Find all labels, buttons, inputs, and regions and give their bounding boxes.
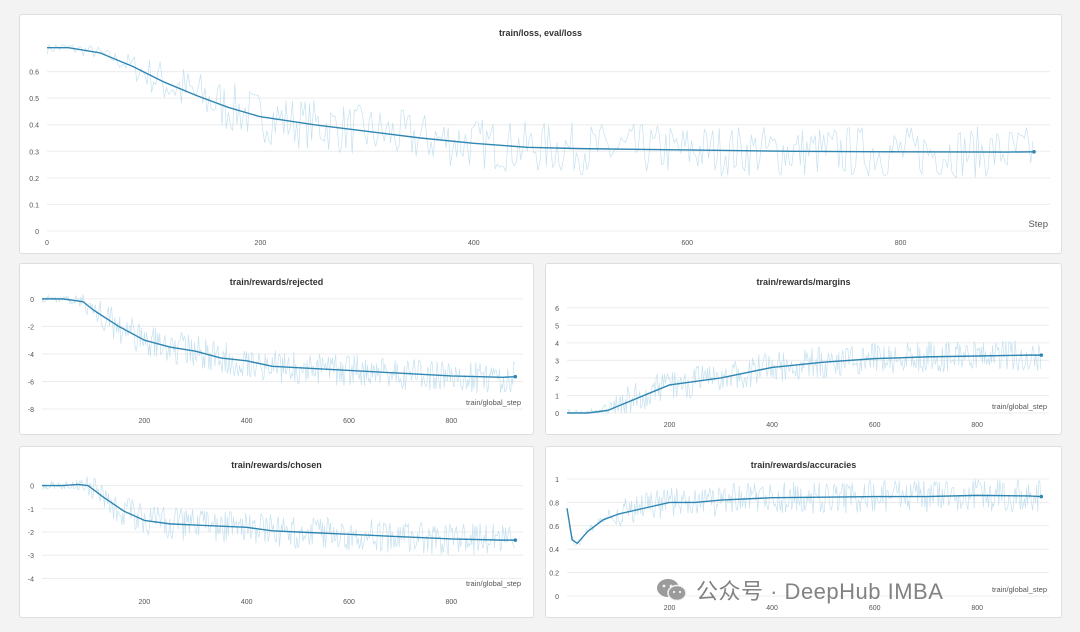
y-tick-label: -4	[28, 352, 34, 359]
y-tick-label: 0.5	[29, 96, 39, 103]
chart-panel-chosen: train/rewards/chosen -4 -3 -2 -1 0 200 400 600 8…	[19, 446, 534, 618]
chart-plot-accuracies: 0 0.2 0.4 0.6 0.8 1 200 400 600 800 train/global_s…	[549, 477, 1049, 612]
chart-panel-loss: train/loss, eval/loss 0 0.1 0.2 0.3 0.4 0.5 0.…	[19, 14, 1062, 254]
y-tick-label: 5	[555, 323, 559, 330]
chart-panel-accuracies: train/rewards/accuracies 0 0.2 0.4 0.6 0.8 1 2…	[545, 446, 1062, 618]
raw-series-line	[566, 479, 1042, 546]
x-tick-label: 600	[869, 422, 881, 429]
x-tick-label: 400	[241, 418, 253, 425]
y-tick-label: -4	[28, 576, 34, 583]
chart-plot-rejected: -8 -6 -4 -2 0 200 400 600 800 train/global_step	[28, 293, 523, 425]
chart-plot-chosen: -4 -3 -2 -1 0 200 400 600 800 train/global_step	[28, 476, 523, 606]
x-tick-label: 800	[446, 418, 458, 425]
y-tick-label: -8	[28, 407, 34, 414]
raw-series-line	[41, 476, 516, 556]
series-line	[42, 483, 516, 541]
y-tick-label: 6	[555, 306, 559, 313]
series-line	[42, 298, 516, 379]
x-tick-label: 800	[971, 422, 983, 429]
series-line	[566, 494, 1042, 545]
x-tick-label: 0	[45, 240, 49, 247]
chart-title: train/rewards/rejected	[229, 277, 324, 287]
chart-title: train/rewards/margins	[756, 277, 851, 287]
y-tick-label: 0.4	[29, 123, 39, 130]
y-tick-label: -2	[28, 324, 34, 331]
series-end-point	[1032, 150, 1036, 154]
chart-plot-loss: 0 0.1 0.2 0.3 0.4 0.5 0.6 0 200 400 600 800 Step	[29, 43, 1050, 247]
raw-series-line	[41, 293, 516, 393]
y-tick-label: 0.1	[29, 202, 39, 209]
x-tick-label: 600	[681, 240, 693, 247]
series-line	[47, 46, 1034, 153]
chart-panel-rejected: train/rewards/rejected -8 -6 -4 -2 0 200 400 60…	[19, 263, 534, 435]
y-tick-label: -1	[28, 507, 34, 514]
x-tick-label: 200	[664, 605, 676, 612]
y-tick-label: -3	[28, 553, 34, 560]
chart-title: train/rewards/accuracies	[750, 460, 857, 470]
x-axis-label: train/global_step	[992, 402, 1047, 411]
series-end-point	[513, 374, 518, 379]
y-tick-label: 0.4	[549, 547, 559, 554]
y-tick-label: 3	[555, 358, 559, 365]
watermark-text: 公众号 · DeepHub IMBA	[696, 579, 944, 604]
chart-panel-margins: train/rewards/margins 0 1 2 3 4 5 6 200 400 600 80…	[545, 263, 1062, 435]
y-tick-label: 0.2	[29, 176, 39, 183]
x-tick-label: 600	[343, 599, 355, 606]
series-end-point	[513, 538, 518, 542]
raw-series-line	[46, 43, 1034, 179]
y-tick-label: 2	[555, 376, 559, 383]
wechat-icon	[656, 577, 688, 603]
x-axis-label: Step	[1028, 219, 1048, 230]
x-tick-label: 400	[766, 422, 778, 429]
raw-series-line	[567, 340, 1042, 415]
y-tick-label: 1	[555, 393, 559, 400]
x-tick-label: 400	[468, 240, 480, 247]
x-axis-label: train/global_step	[992, 585, 1047, 594]
x-tick-label: 200	[138, 599, 150, 606]
x-tick-label: 800	[971, 605, 983, 612]
series-line	[567, 354, 1042, 414]
x-tick-label: 600	[343, 418, 355, 425]
chart-title: train/rewards/chosen	[231, 460, 322, 470]
y-tick-label: 0.2	[549, 571, 559, 578]
y-tick-label: 0.8	[549, 500, 559, 507]
x-tick-label: 800	[895, 240, 907, 247]
y-tick-label: 0	[555, 411, 559, 418]
y-tick-label: 0.6	[549, 524, 559, 531]
x-tick-label: 800	[446, 599, 458, 606]
y-tick-label: 0	[30, 297, 34, 304]
chart-title: train/loss, eval/loss	[498, 28, 583, 38]
x-tick-label: 200	[255, 240, 267, 247]
x-axis-label: train/global_step	[466, 398, 521, 407]
y-tick-label: 0	[35, 229, 39, 236]
x-tick-label: 400	[241, 599, 253, 606]
y-tick-label: 4	[555, 341, 559, 348]
y-tick-label: 0.6	[29, 70, 39, 77]
y-tick-label: -2	[28, 530, 34, 537]
x-tick-label: 600	[869, 605, 881, 612]
series-end-point	[1039, 494, 1044, 499]
x-tick-label: 400	[766, 605, 778, 612]
y-tick-label: 0	[30, 484, 34, 491]
chart-plot-margins: 0 1 2 3 4 5 6 200 400 600 800 train/global_step	[555, 306, 1049, 429]
y-tick-label: 0.3	[29, 149, 39, 156]
y-tick-label: -6	[28, 379, 34, 386]
x-tick-label: 200	[138, 418, 150, 425]
x-tick-label: 200	[664, 422, 676, 429]
series-end-point	[1039, 353, 1044, 357]
watermark: 公众号 · DeepHub IMBA	[656, 574, 943, 606]
y-tick-label: 1	[555, 477, 559, 484]
x-axis-label: train/global_step	[466, 579, 521, 588]
y-tick-label: 0	[555, 594, 559, 601]
